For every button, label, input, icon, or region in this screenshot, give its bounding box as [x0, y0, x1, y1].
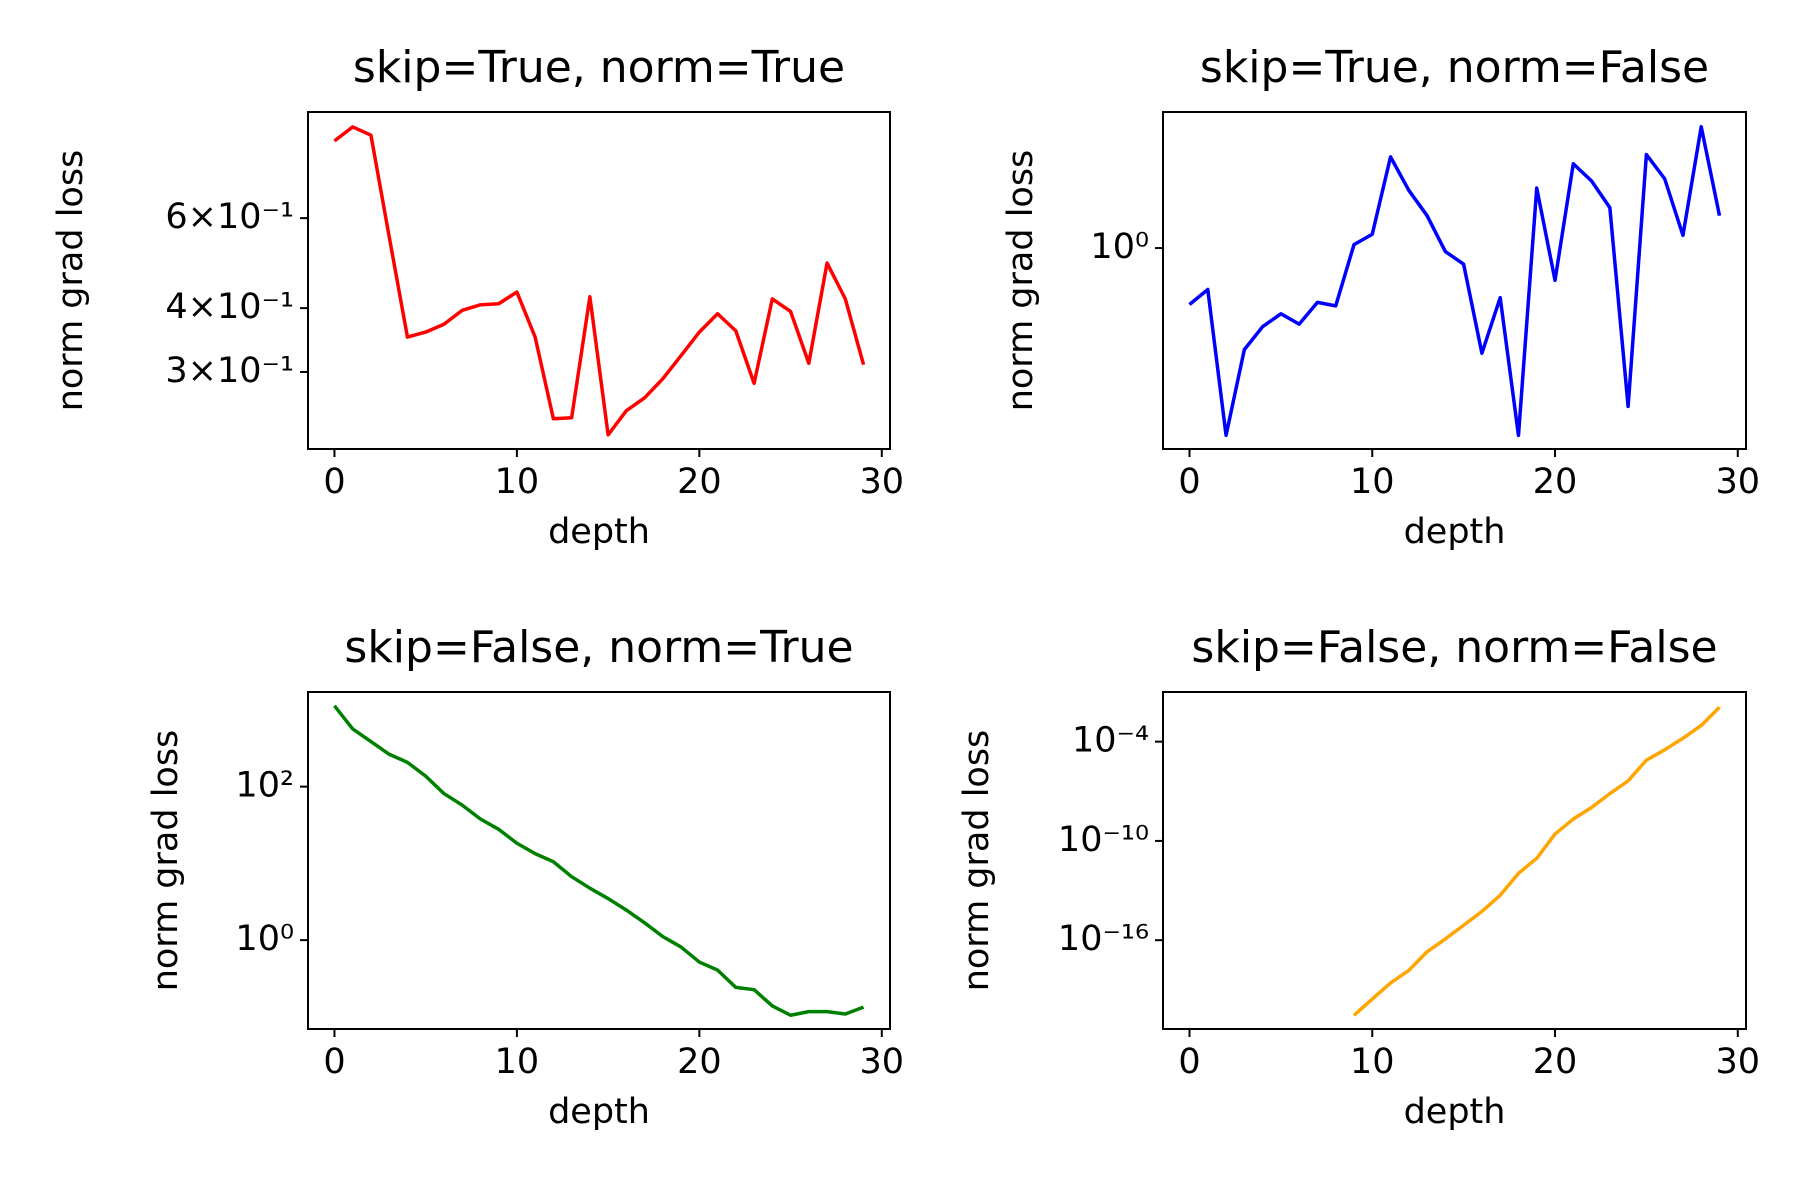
- axes-frame: [307, 691, 891, 1030]
- subplot: 0 10 20 30 3×10⁻¹ 4×10⁻¹ 6×10⁻¹ skip=True, norm…: [51, 42, 904, 552]
- y-axis-label: norm grad loss: [1001, 150, 1041, 412]
- y-axis-label: norm grad loss: [51, 150, 91, 412]
- y-tick-label: 10⁻⁴: [1072, 721, 1149, 761]
- x-tick-label: 30: [1716, 1042, 1761, 1082]
- y-tick-label: 3×10⁻¹: [165, 351, 294, 391]
- x-tick-label: 20: [1533, 1042, 1578, 1082]
- axes-frame: [1162, 691, 1747, 1030]
- y-tick-label: 10⁰: [1090, 227, 1149, 267]
- x-tick-label: 0: [1178, 462, 1200, 502]
- x-axis-label: depth: [548, 1092, 650, 1132]
- subplot: 0 10 20 30 10⁰ skip=True, norm=False depth norm…: [1001, 42, 1760, 552]
- x-tick-label: 30: [860, 462, 905, 502]
- x-tick-label: 20: [677, 1042, 722, 1082]
- x-tick-label: 20: [1533, 462, 1578, 502]
- x-tick-label: 10: [495, 462, 540, 502]
- y-tick-label: 6×10⁻¹: [165, 197, 294, 237]
- x-tick-label: 10: [495, 1042, 540, 1082]
- y-axis-label: norm grad loss: [146, 730, 186, 992]
- chart-title: skip=False, norm=False: [1191, 622, 1717, 673]
- x-tick-label: 0: [1178, 1042, 1200, 1082]
- axes-frame: [307, 111, 891, 450]
- x-axis-label: depth: [1404, 512, 1506, 552]
- chart-title: skip=True, norm=True: [353, 42, 845, 93]
- x-tick-label: 10: [1350, 462, 1395, 502]
- x-axis-label: depth: [1404, 1092, 1506, 1132]
- y-tick-label: 10⁻¹⁰: [1058, 820, 1149, 860]
- data-line: [1352, 706, 1721, 1017]
- x-axis-label: depth: [548, 512, 650, 552]
- x-tick-label: 30: [1716, 462, 1761, 502]
- data-line: [333, 704, 865, 1017]
- chart-title: skip=False, norm=True: [344, 622, 853, 673]
- y-tick-label: 10²: [235, 766, 294, 806]
- y-tick-label: 4×10⁻¹: [165, 287, 294, 327]
- x-tick-label: 20: [677, 462, 722, 502]
- x-tick-label: 10: [1350, 1042, 1395, 1082]
- x-tick-label: 30: [860, 1042, 905, 1082]
- y-tick-label: 10⁻¹⁶: [1058, 919, 1149, 959]
- y-tick-label: 10⁰: [235, 919, 294, 959]
- x-tick-label: 0: [323, 462, 345, 502]
- subplot: 0 10 20 30 10⁻¹⁶ 10⁻¹⁰ 10⁻⁴ skip=False, norm=Fa…: [957, 622, 1760, 1132]
- y-axis-label: norm grad loss: [957, 730, 997, 992]
- data-line: [1188, 125, 1722, 438]
- data-line: [333, 125, 866, 437]
- chart-title: skip=True, norm=False: [1200, 42, 1709, 93]
- subplot: 0 10 20 30 10⁰ 10² skip=False, norm=True depth n…: [146, 622, 904, 1132]
- axes-frame: [1162, 111, 1747, 450]
- x-tick-label: 0: [323, 1042, 345, 1082]
